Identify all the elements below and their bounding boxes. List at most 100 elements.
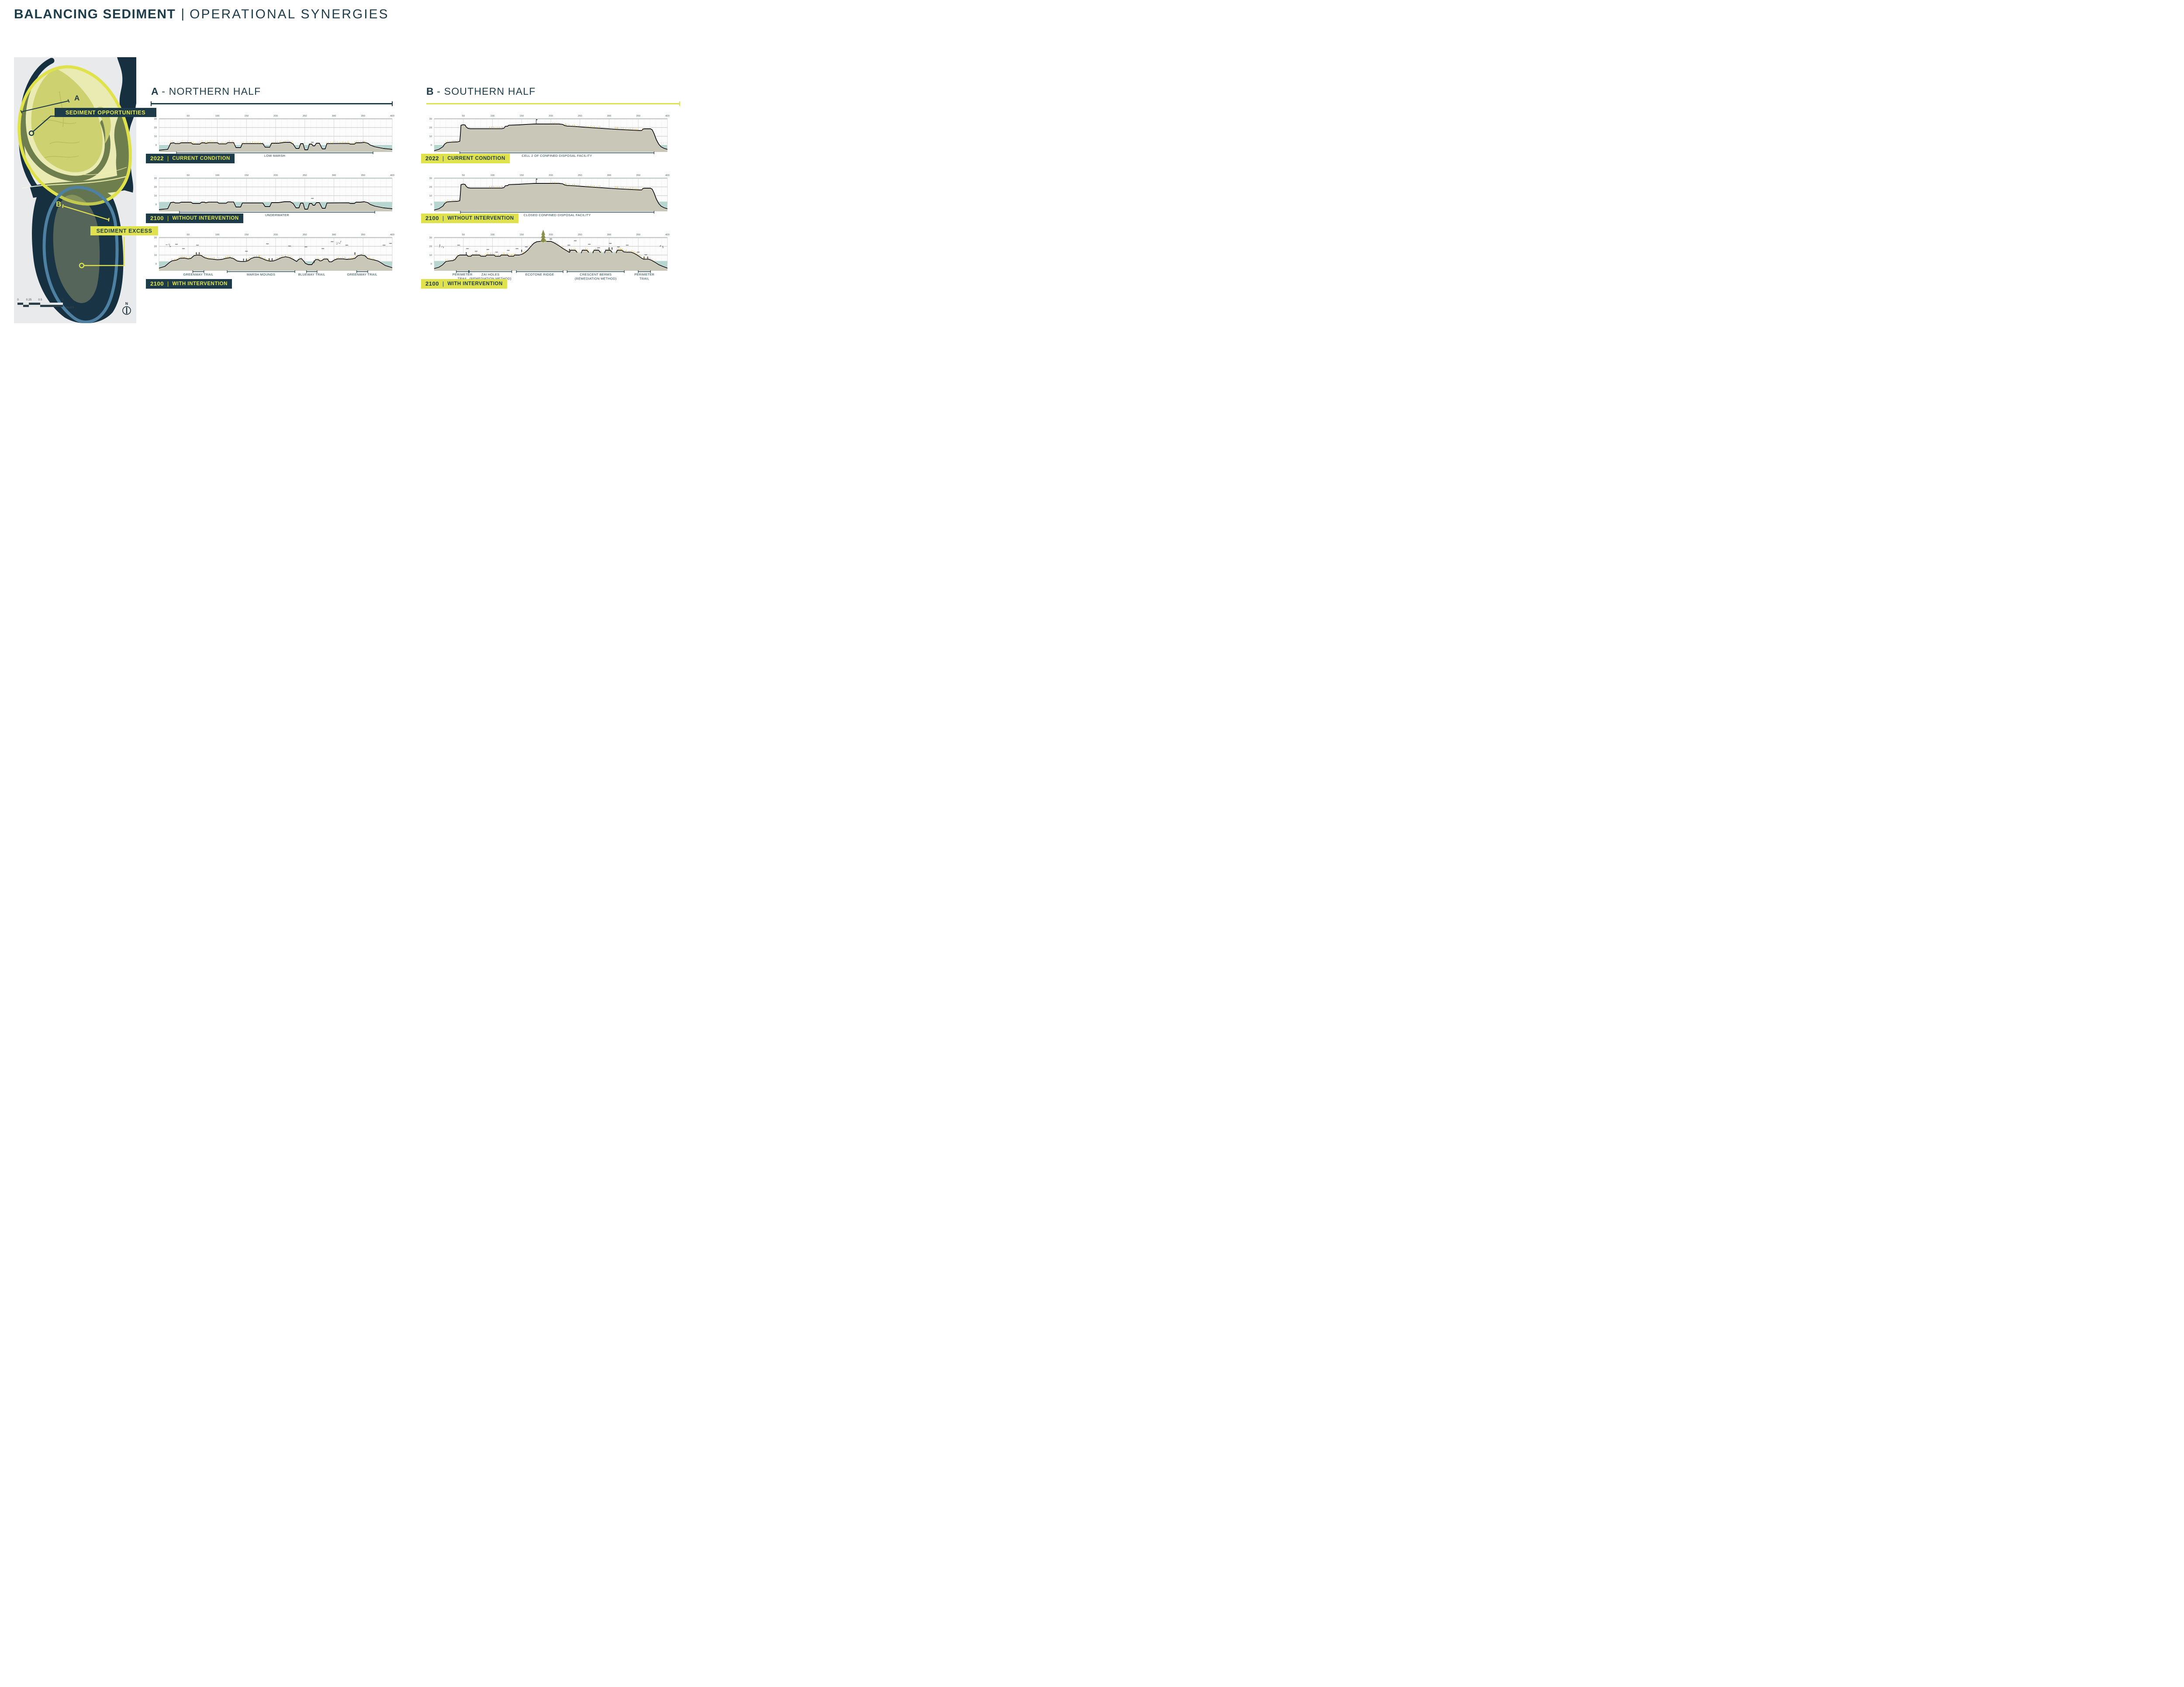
svg-text:350: 350: [361, 115, 365, 117]
brackets: CELL 2 OF CONFINED DISPOSAL FACILITY: [460, 152, 654, 158]
surface-line: [434, 241, 668, 269]
chip-divider: |: [167, 215, 169, 221]
bracket-label: LOW MARSH: [264, 154, 285, 158]
chip-year: 2022: [150, 155, 164, 162]
svg-text:250: 250: [578, 174, 582, 177]
svg-text:0: 0: [156, 144, 157, 147]
condition-chip-B-3: 2100 | WITH INTERVENTION: [421, 279, 507, 289]
grid: [159, 177, 393, 205]
svg-text:150: 150: [519, 115, 524, 117]
bracket-label: (REMEDIATION METHOD): [575, 277, 617, 281]
chart-svg-B-2: 50 100 150 200 250 300 350 400 0 10 20 30 CLOSED CON…: [429, 174, 670, 217]
chip-condition: CURRENT CONDITION: [447, 155, 505, 161]
opportunities-leader: [28, 115, 55, 136]
svg-text:50: 50: [462, 115, 465, 117]
svg-text:30: 30: [154, 177, 157, 180]
scale-025: 0.25: [26, 298, 32, 301]
bracket-label: BLUEWAY TRAIL: [298, 273, 325, 276]
vegetation: [171, 252, 374, 262]
bracket-label: CLOSED CONFINED DISPOSAL FACILITY: [524, 213, 591, 217]
section-title-A: A - NORTHERN HALF: [151, 86, 261, 97]
svg-text:50: 50: [462, 174, 465, 177]
scale-0: 0: [17, 298, 19, 301]
location-map: 0 0.25 0.5 1 MILES N SEDIMENT OPPORTUNIT…: [14, 57, 158, 323]
section-underline-A: [151, 101, 393, 106]
svg-text:100: 100: [491, 234, 495, 236]
decorations: [439, 230, 664, 259]
chip-divider: |: [167, 280, 169, 287]
svg-text:10: 10: [429, 135, 432, 138]
svg-text:350: 350: [361, 174, 365, 177]
svg-text:400: 400: [390, 234, 394, 236]
chip-condition: WITH INTERVENTION: [447, 281, 503, 286]
svg-text:300: 300: [332, 234, 336, 236]
svg-text:200: 200: [549, 174, 553, 177]
svg-text:50: 50: [187, 115, 190, 117]
chip-year: 2022: [425, 155, 439, 162]
svg-text:200: 200: [273, 174, 278, 177]
svg-text:0: 0: [431, 144, 432, 147]
ground: [159, 255, 392, 271]
bracket-label: GREENWAY TRAIL: [347, 273, 377, 276]
svg-text:20: 20: [429, 245, 432, 248]
section-b-southern-half: B - SOUTHERN HALF 50 100 150 200 250 300 350 400…: [421, 86, 680, 315]
svg-text:100: 100: [491, 174, 495, 177]
page-title: BALANCING SEDIMENT | OPERATIONAL SYNERGIES: [14, 7, 389, 22]
map-svg: 0 0.25 0.5 1 MILES N: [14, 57, 136, 323]
bracket-label: CELL 2 OF CONFINED DISPOSAL FACILITY: [522, 154, 592, 158]
svg-text:0: 0: [431, 263, 432, 266]
svg-text:20: 20: [429, 186, 432, 189]
svg-text:400: 400: [665, 174, 670, 177]
title-separator: |: [181, 7, 185, 21]
svg-text:0: 0: [431, 204, 432, 206]
svg-text:150: 150: [519, 234, 524, 236]
surface-line: [159, 201, 393, 210]
svg-text:10: 10: [154, 254, 157, 257]
bracket-label: PERIMETER: [634, 273, 654, 276]
presentation-board: BALANCING SEDIMENT | OPERATIONAL SYNERGIES: [0, 0, 692, 338]
chart-svg-B-3: 50 100 150 200 250 300 350 4000102030PERIMETERT…: [429, 230, 670, 281]
chart-A-2: 50 100 150 200 250 300 350 400 0 10 20 30 UNDERWATER: [151, 172, 396, 221]
ground: [434, 241, 667, 271]
river-meander-loop-icon: [131, 60, 136, 86]
svg-text:400: 400: [665, 115, 670, 117]
bracket-label: GREENWAY TRAIL: [183, 273, 213, 276]
svg-text:0: 0: [156, 263, 157, 266]
south-island: [53, 194, 100, 303]
svg-text:0: 0: [156, 204, 157, 206]
svg-text:10: 10: [429, 254, 432, 257]
section-a-marker: A: [74, 94, 80, 102]
bracket-label: TRAIL: [458, 277, 467, 281]
svg-text:50: 50: [187, 234, 190, 236]
svg-text:30: 30: [429, 237, 432, 239]
svg-text:200: 200: [549, 234, 553, 236]
condition-chip-B-1: 2022 | CURRENT CONDITION: [421, 154, 510, 163]
svg-text:20: 20: [154, 245, 157, 248]
excess-leader: [79, 237, 125, 269]
chart-A-1: 50 100 150 200 250 300 350 400 0 10 20 30 LOW MARSH: [151, 113, 396, 162]
chart-B-2: 50 100 150 200 250 300 350 400 0 10 20 30 CLOSED CON…: [426, 172, 671, 221]
vegetation: [446, 122, 643, 144]
svg-text:20: 20: [154, 186, 157, 189]
highway-ramp: [79, 167, 127, 175]
brackets: LOW MARSH: [176, 152, 373, 158]
chart-svg-B-1: 50 100 150 200 250 300 350 400 0 10 20 30 CELL 2 OF …: [429, 115, 670, 158]
svg-text:350: 350: [636, 115, 640, 117]
svg-text:30: 30: [154, 237, 157, 239]
svg-text:350: 350: [636, 234, 640, 236]
condition-chip-B-2: 2100 | WITHOUT INTERVENTION: [421, 214, 518, 223]
svg-text:300: 300: [332, 115, 336, 117]
section-line-a: [20, 99, 70, 114]
svg-text:30: 30: [429, 118, 432, 121]
title-primary: BALANCING SEDIMENT: [14, 7, 176, 21]
surface-line: [434, 124, 668, 151]
svg-text:300: 300: [607, 115, 612, 117]
svg-text:150: 150: [519, 174, 524, 177]
sediment-opportunities-label: SEDIMENT OPPORTUNITIES: [55, 108, 156, 117]
sediment-excess-label: SEDIMENT EXCESS: [90, 226, 158, 235]
svg-text:20: 20: [429, 127, 432, 129]
ground: [434, 124, 667, 152]
ground: [159, 142, 392, 152]
chip-condition: WITHOUT INTERVENTION: [447, 215, 514, 221]
